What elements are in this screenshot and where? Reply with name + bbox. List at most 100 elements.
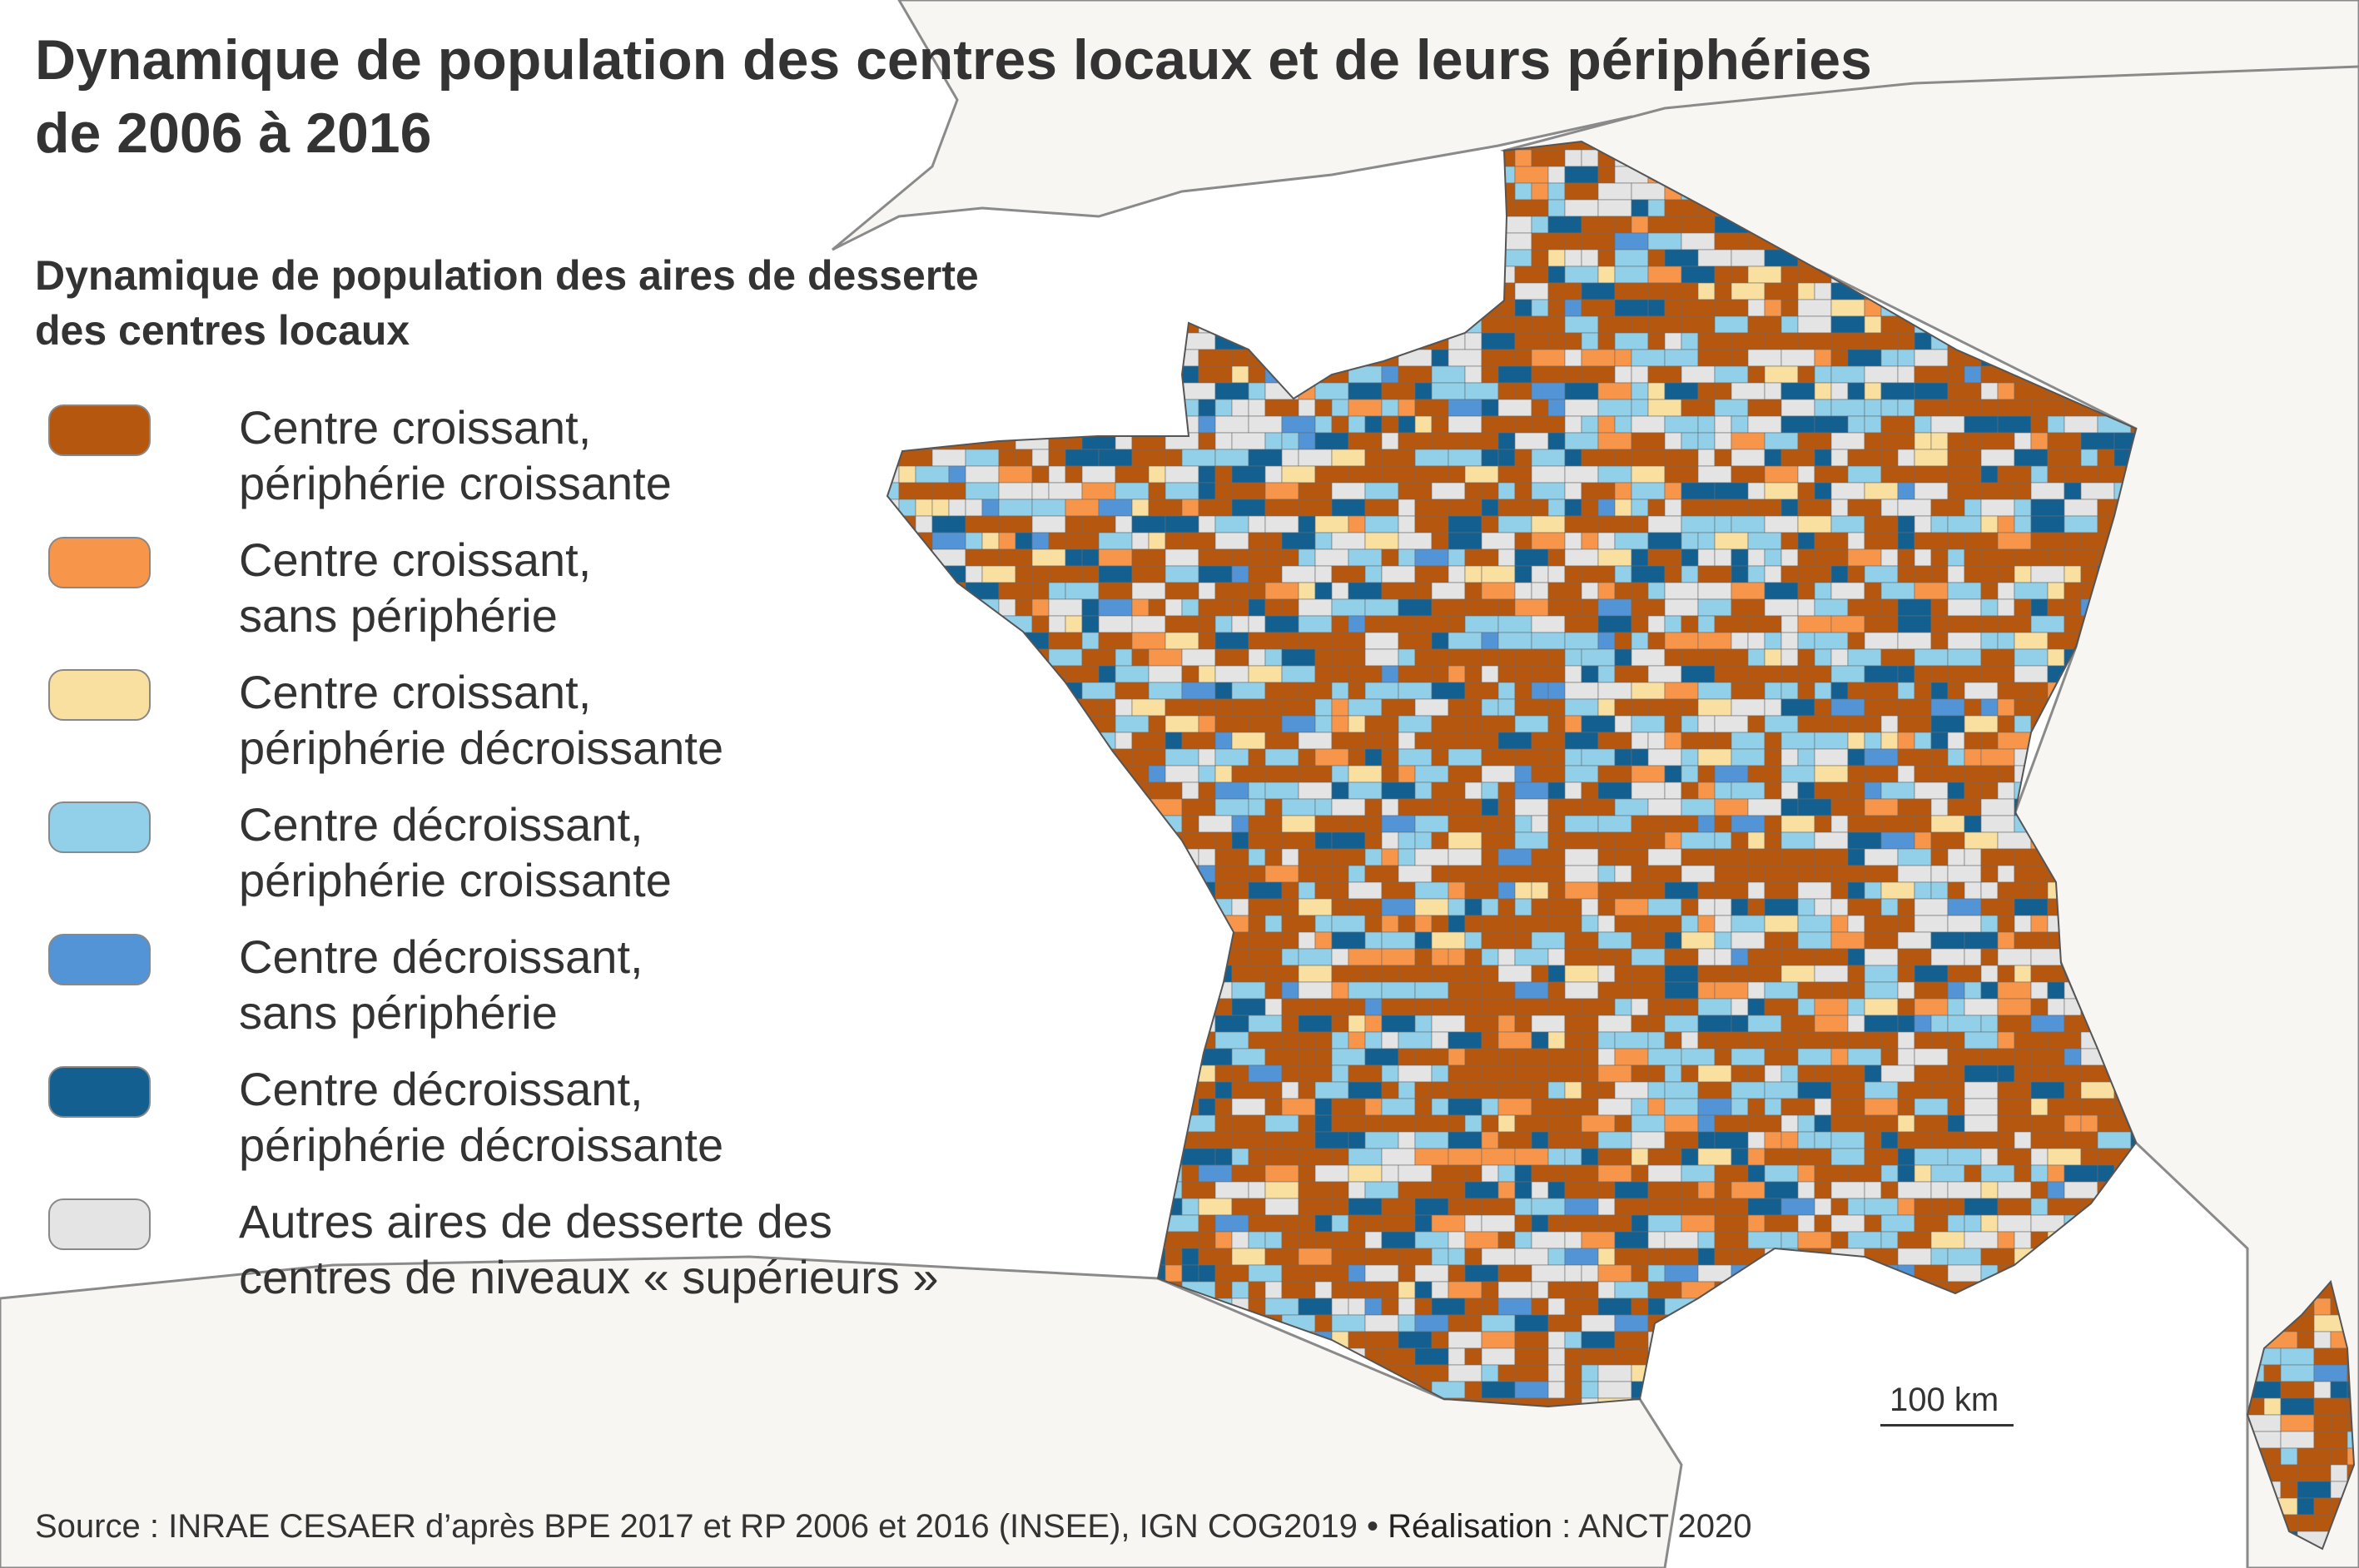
- map-cell: [998, 648, 1016, 667]
- map-cell: [1864, 1148, 1899, 1166]
- map-cell: [1697, 1064, 1732, 1083]
- map-cell: [1298, 1164, 1316, 1183]
- map-cell: [1847, 499, 1882, 517]
- map-cell: [1747, 482, 1766, 500]
- map-cell: [1414, 948, 1433, 966]
- map-cell: [1464, 1114, 1482, 1133]
- map-cell: [1165, 548, 1199, 567]
- map-cell: [1547, 965, 1566, 983]
- map-cell: [1564, 532, 1582, 550]
- map-cell: [1547, 399, 1566, 417]
- map-cell: [1131, 548, 1166, 567]
- map-cell: [1614, 1198, 1649, 1216]
- map-cell: [1597, 249, 1616, 267]
- map-cell: [1581, 1314, 1616, 1332]
- map-cell: [1065, 831, 1083, 850]
- map-cell: [1980, 499, 2015, 517]
- map-cell: [1614, 565, 1632, 583]
- map-cell: [1015, 965, 1033, 983]
- map-cell: [1847, 765, 1865, 783]
- map-cell: [1864, 1347, 1882, 1366]
- map-cell: [2064, 1414, 2082, 1432]
- map-cell: [1897, 482, 1915, 500]
- map-cell: [1930, 1181, 1949, 1199]
- map-cell: [1497, 1181, 1516, 1199]
- map-cell: [1381, 565, 1416, 583]
- map-cell: [1531, 582, 1549, 600]
- map-cell: [1731, 898, 1749, 916]
- map-cell: [1880, 831, 1915, 850]
- map-cell: [1398, 1314, 1416, 1332]
- map-cell: [1248, 831, 1283, 850]
- map-cell: [1964, 715, 1999, 733]
- map-cell: [1098, 915, 1116, 933]
- map-cell: [1914, 898, 1949, 916]
- map-cell: [2080, 1148, 2098, 1166]
- map-cell: [1714, 482, 1749, 500]
- map-cell: [1980, 1015, 1999, 1033]
- map-cell: [1714, 1114, 1749, 1133]
- map-cell: [1897, 1331, 1932, 1349]
- map-cell: [1547, 1031, 1566, 1049]
- map-cell: [1081, 732, 1100, 750]
- map-cell: [1647, 582, 1666, 600]
- map-cell: [1298, 1248, 1333, 1266]
- map-cell: [1864, 482, 1899, 500]
- map-cell: [1597, 1098, 1632, 1116]
- map-cell: [981, 931, 1016, 950]
- map-cell: [1914, 682, 1932, 700]
- map-cell: [1398, 1131, 1416, 1149]
- map-cell: [1048, 732, 1066, 750]
- map-cell: [1664, 299, 1682, 317]
- map-cell: [1614, 1281, 1649, 1299]
- map-cell: [1597, 1298, 1632, 1316]
- map-cell: [1481, 1248, 1516, 1266]
- map-cell: [1448, 282, 1466, 300]
- map-cell: [1514, 282, 1549, 300]
- map-cell: [1564, 382, 1599, 400]
- map-cell: [1448, 648, 1482, 667]
- map-cell: [1830, 365, 1865, 384]
- map-cell: [1780, 1331, 1815, 1349]
- map-cell: [1880, 1214, 1915, 1233]
- map-cell: [1847, 1015, 1865, 1033]
- map-cell: [1880, 432, 1915, 450]
- map-cell: [1065, 965, 1083, 983]
- map-cell: [965, 1048, 983, 1066]
- map-cell: [1731, 1281, 1766, 1299]
- map-cell: [1031, 798, 1050, 816]
- map-cell: [1814, 848, 1849, 866]
- map-cell: [1248, 265, 1283, 284]
- map-cell: [1381, 815, 1416, 833]
- map-cell: [965, 965, 1000, 983]
- map-cell: [1797, 515, 1832, 533]
- map-cell: [1364, 482, 1399, 500]
- map-cell: [1531, 732, 1566, 750]
- map-cell: [1131, 981, 1150, 1000]
- map-cell: [981, 715, 1016, 733]
- map-cell: [1731, 1364, 1766, 1382]
- map-cell: [1514, 548, 1549, 567]
- map-cell: [1464, 1231, 1499, 1249]
- map-cell: [1747, 1164, 1766, 1183]
- map-cell: [1581, 1131, 1599, 1149]
- map-cell: [1414, 1081, 1433, 1099]
- map-cell: [2347, 1447, 2354, 1466]
- map-cell: [1181, 265, 1216, 284]
- map-cell: [1448, 182, 1482, 201]
- map-cell: [1764, 1314, 1799, 1332]
- map-cell: [1031, 282, 1050, 300]
- map-cell: [1214, 582, 1249, 600]
- map-cell: [1398, 665, 1433, 683]
- map-cell: [1714, 282, 1732, 300]
- map-cell: [1414, 981, 1449, 1000]
- map-cell: [1547, 265, 1566, 284]
- map-cell: [1497, 265, 1516, 284]
- map-cell: [1697, 1131, 1716, 1149]
- map-cell: [1647, 1048, 1682, 1066]
- map-cell: [1797, 432, 1832, 450]
- map-cell: [1015, 1031, 1033, 1049]
- map-cell: [2113, 1264, 2148, 1283]
- map-cell: [1797, 1214, 1815, 1233]
- map-cell: [1664, 465, 1699, 484]
